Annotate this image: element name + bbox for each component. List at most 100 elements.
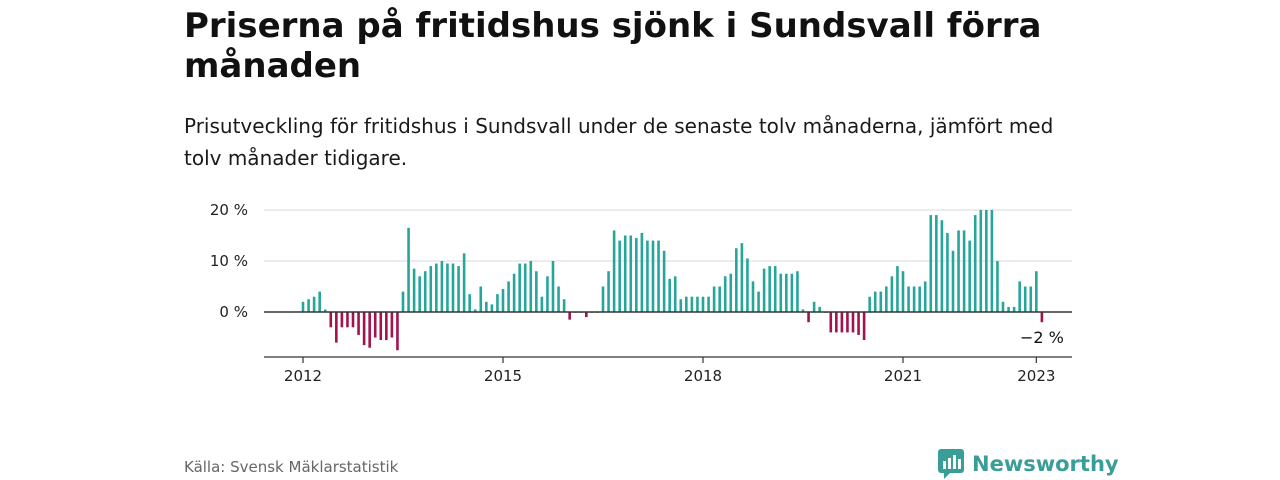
bar [746, 258, 749, 312]
bar [735, 248, 738, 312]
bar [940, 220, 944, 312]
bar [485, 301, 488, 312]
bar [390, 312, 394, 338]
bar [490, 304, 494, 312]
bar [323, 309, 327, 312]
bar [385, 312, 388, 341]
bar [818, 306, 821, 312]
bar [451, 263, 455, 312]
bar [518, 263, 521, 312]
bar [435, 263, 438, 312]
bar [762, 268, 766, 312]
brand-name: Newsworthy [972, 452, 1119, 476]
bar [840, 312, 844, 333]
newsworthy-logo-icon [938, 449, 964, 479]
bar [701, 296, 705, 312]
bar [362, 312, 366, 346]
bar [935, 215, 938, 312]
bar [607, 271, 610, 312]
bar [923, 281, 927, 312]
bar [657, 240, 660, 312]
bar [646, 240, 649, 312]
bar [440, 261, 444, 312]
bar [773, 266, 777, 312]
bar [1029, 286, 1033, 312]
bar [335, 312, 338, 343]
bar [679, 299, 683, 312]
bar [501, 289, 505, 312]
bar [873, 291, 877, 312]
bar [929, 215, 933, 312]
bar [885, 286, 888, 312]
bar [585, 312, 588, 318]
bar [551, 261, 555, 312]
x-tick-label: 2021 [884, 367, 922, 385]
bar [535, 271, 538, 312]
bar [662, 250, 666, 312]
bar [796, 271, 799, 312]
bar [1012, 306, 1016, 312]
y-tick-label: 0 % [219, 303, 248, 321]
bar [896, 266, 899, 312]
bar [1018, 281, 1021, 312]
bar [562, 299, 566, 312]
bar [635, 238, 638, 312]
bar [601, 286, 605, 312]
bar [462, 253, 466, 312]
bar [962, 230, 966, 312]
bar [318, 291, 321, 312]
bar [457, 266, 460, 312]
bar [868, 296, 871, 312]
bar [512, 273, 516, 312]
bar [546, 276, 549, 312]
bar [996, 261, 999, 312]
bar [829, 312, 833, 333]
bar [707, 296, 710, 312]
bar [968, 240, 971, 312]
chart-subtitle: Prisutveckling för fritidshus i Sundsval… [184, 114, 1054, 170]
bar [529, 261, 533, 312]
bar [918, 286, 921, 312]
bar [401, 291, 405, 312]
bar [957, 230, 960, 312]
bar [846, 312, 849, 333]
bar [785, 273, 788, 312]
bar [496, 294, 499, 312]
bar [540, 296, 544, 312]
y-tick-label: 10 % [210, 252, 248, 270]
bar [1023, 286, 1027, 312]
x-tick-label: 2018 [684, 367, 722, 385]
bar [807, 312, 810, 323]
bar [379, 312, 383, 341]
bar [340, 312, 344, 328]
bar [973, 215, 977, 312]
bar [912, 286, 916, 312]
bar [768, 266, 771, 312]
bar [1035, 271, 1038, 312]
x-tick-label: 2015 [484, 367, 522, 385]
bar [479, 286, 483, 312]
brand-logo[interactable]: Newsworthy [938, 449, 1119, 479]
bar [568, 312, 571, 320]
bar [357, 312, 360, 335]
bar [307, 299, 310, 312]
bar [812, 301, 816, 312]
bar [1040, 312, 1044, 323]
bar [446, 263, 449, 312]
bar [618, 240, 621, 312]
bar [801, 309, 805, 312]
bar [890, 276, 894, 312]
y-tick-label: 20 % [210, 201, 248, 219]
bar [751, 281, 755, 312]
bar [329, 312, 333, 328]
x-tick-label: 2023 [1017, 367, 1055, 385]
bar [623, 235, 627, 312]
bar-chart: 0 % 10 % 20 % 2012 2015 2018 2021 2023 −2 % [210, 201, 1072, 385]
bar [901, 271, 905, 312]
bar [418, 276, 421, 312]
bar [690, 296, 694, 312]
bar [346, 312, 349, 328]
bar [729, 273, 733, 312]
source-note: Källa: Svensk Mäklarstatistik [184, 458, 399, 476]
bar [779, 273, 783, 312]
